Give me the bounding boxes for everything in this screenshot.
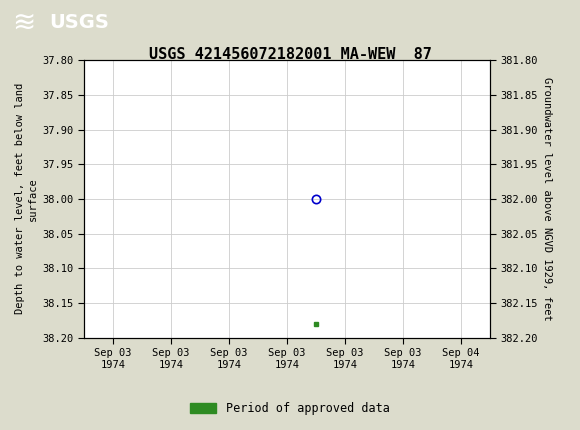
Legend: Period of approved data: Period of approved data [186, 397, 394, 420]
Text: USGS: USGS [49, 13, 109, 32]
Text: USGS 421456072182001 MA-WEW  87: USGS 421456072182001 MA-WEW 87 [148, 47, 432, 62]
Text: ≋: ≋ [12, 9, 35, 37]
Y-axis label: Depth to water level, feet below land
surface: Depth to water level, feet below land su… [15, 83, 38, 314]
Y-axis label: Groundwater level above NGVD 1929, feet: Groundwater level above NGVD 1929, feet [542, 77, 552, 321]
